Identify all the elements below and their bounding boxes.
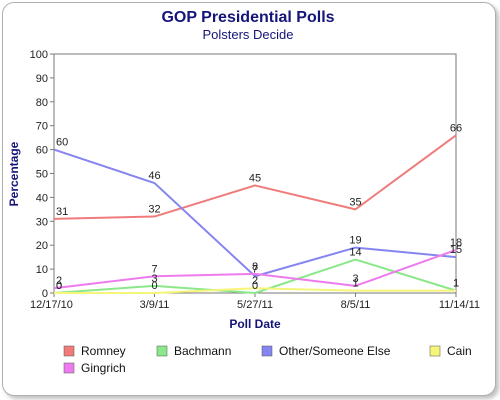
legend-label: Other/Someone Else <box>279 344 391 358</box>
data-label: 35 <box>349 196 361 208</box>
data-label: 2 <box>56 275 62 287</box>
series-line <box>53 258 457 294</box>
data-label: 1 <box>352 278 358 290</box>
legend-label: Bachmann <box>174 344 231 358</box>
legend-swatch <box>156 345 168 357</box>
series-line <box>53 148 457 278</box>
data-label: 18 <box>450 237 462 249</box>
y-tick-label: 10 <box>36 264 48 276</box>
data-label: 15 <box>450 244 462 256</box>
data-label: 45 <box>249 172 261 184</box>
x-tick-label: 8/5/11 <box>341 299 371 311</box>
data-label: 0 <box>56 280 62 292</box>
y-tick-label: 70 <box>36 121 48 133</box>
legend-swatch <box>63 362 75 374</box>
data-label: 3 <box>352 273 358 285</box>
data-label: 14 <box>349 247 361 259</box>
chart-subtitle: Polsters Decide <box>202 27 293 42</box>
chart-title: GOP Presidential Polls <box>161 9 334 26</box>
y-tick-label: 90 <box>36 73 48 85</box>
data-label: 2 <box>252 275 258 287</box>
data-label: 46 <box>148 170 160 182</box>
data-label: 7 <box>151 263 157 275</box>
data-label: 1 <box>453 278 459 290</box>
data-label: 1 <box>453 278 459 290</box>
legend: Romney Bachmann Other/Someone Else Cain Ging… <box>63 344 472 375</box>
chart-frame <box>2 2 496 396</box>
data-label: 0 <box>151 280 157 292</box>
legend-label: Cain <box>447 344 472 358</box>
x-tick-label: 12/17/10 <box>30 299 73 311</box>
legend-swatch <box>63 345 75 357</box>
y-tick-label: 50 <box>36 169 48 181</box>
legend-label: Romney <box>81 344 126 358</box>
data-label: 0 <box>56 280 62 292</box>
series-line <box>54 287 456 294</box>
data-label: 31 <box>56 206 68 218</box>
y-tick-label: 80 <box>36 97 48 109</box>
series-line <box>53 249 457 290</box>
x-tick-label: 5/27/11 <box>237 299 273 311</box>
legend-swatch <box>261 345 273 357</box>
y-tick-label: 60 <box>36 145 48 157</box>
y-axis-title: Percentage <box>7 141 21 206</box>
data-label: 19 <box>349 235 361 247</box>
series-line <box>53 134 457 220</box>
x-tick-label: 3/9/11 <box>140 299 170 311</box>
series-lines <box>53 134 457 294</box>
data-label: 3 <box>151 273 157 285</box>
y-tick-label: 0 <box>42 288 48 300</box>
data-label: 32 <box>148 204 160 216</box>
data-label: 60 <box>56 137 68 149</box>
y-tick-label: 100 <box>30 49 48 61</box>
data-label: 7 <box>252 263 258 275</box>
y-tick-label: 30 <box>36 216 48 228</box>
data-label: 0 <box>252 280 258 292</box>
legend-swatch <box>429 345 441 357</box>
y-tick-label: 20 <box>36 240 48 252</box>
data-label: 66 <box>450 122 462 134</box>
y-tick-label: 40 <box>36 192 48 204</box>
data-label: 8 <box>252 261 258 273</box>
legend-label: Gingrich <box>81 361 126 375</box>
x-axis-title: Poll Date <box>229 317 281 331</box>
x-tick-label: 11/14/11 <box>439 299 480 311</box>
